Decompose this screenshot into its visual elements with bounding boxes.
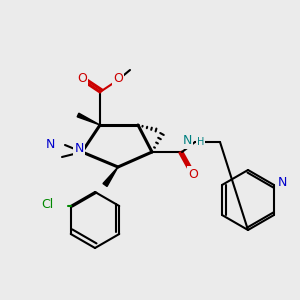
Text: O: O xyxy=(188,167,198,181)
Text: N: N xyxy=(183,134,192,148)
Text: Cl: Cl xyxy=(41,197,54,211)
Text: N: N xyxy=(278,176,287,190)
Polygon shape xyxy=(77,113,100,125)
Text: N: N xyxy=(74,142,84,155)
Text: O: O xyxy=(77,71,87,85)
Polygon shape xyxy=(103,167,118,187)
Text: O: O xyxy=(113,71,123,85)
Text: N: N xyxy=(46,139,55,152)
Text: H: H xyxy=(197,137,204,147)
